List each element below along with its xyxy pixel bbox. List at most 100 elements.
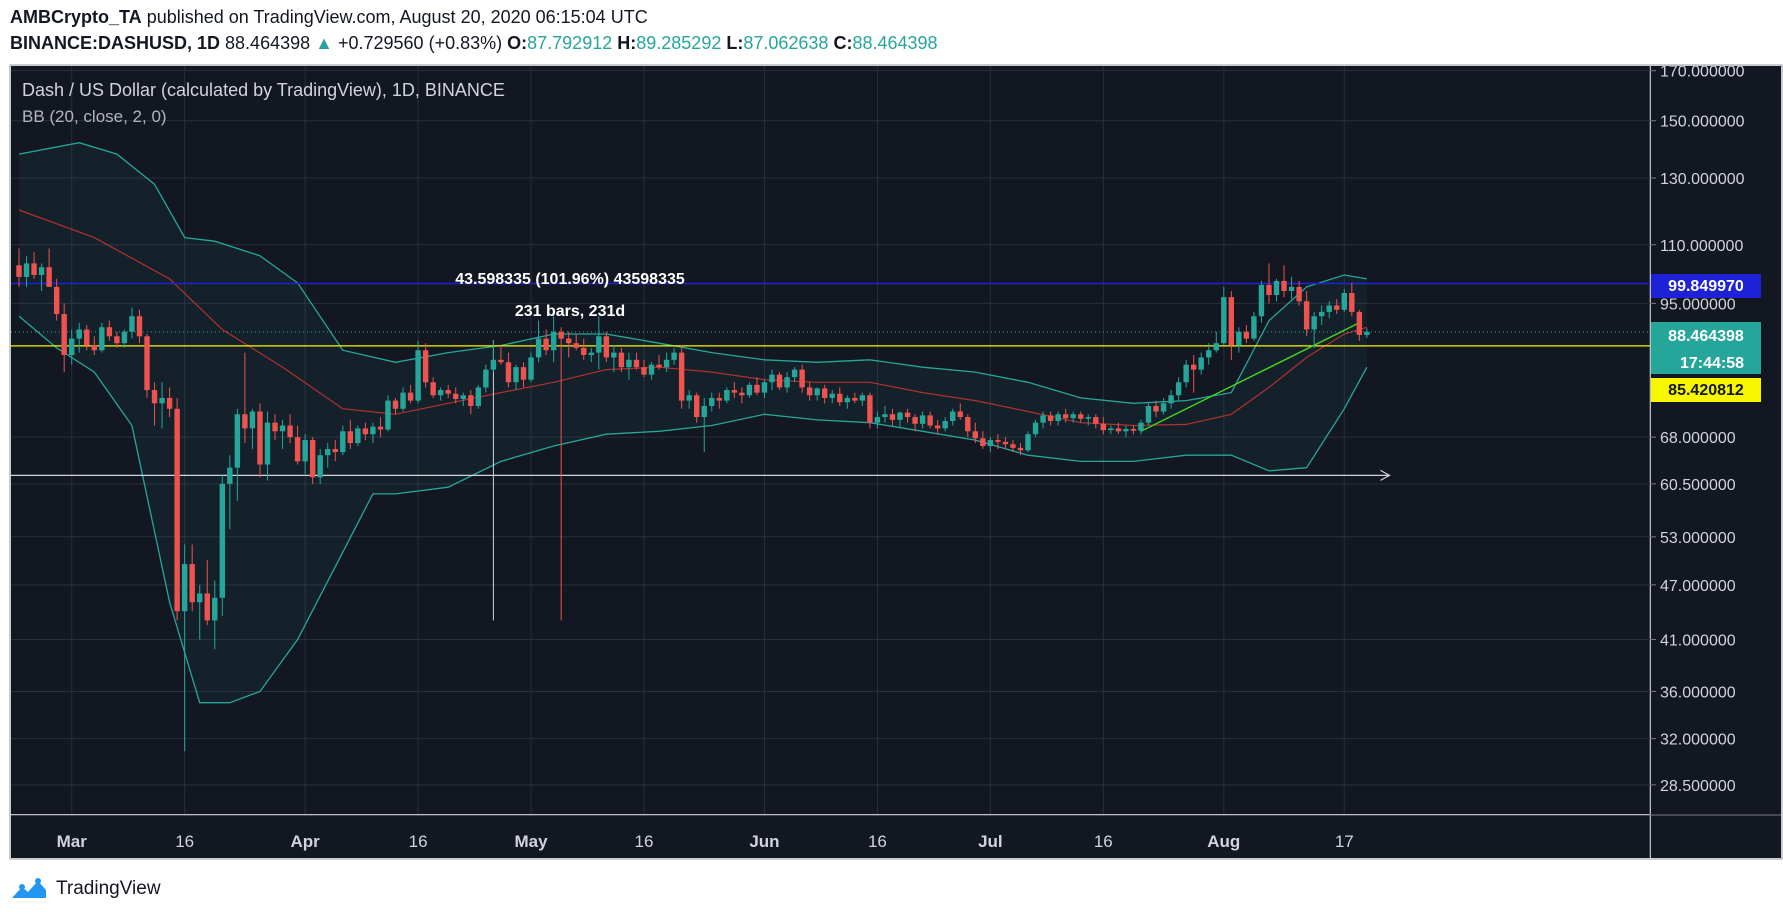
candle-body: [694, 395, 700, 418]
candle-body: [1138, 422, 1144, 431]
candle-body: [927, 415, 933, 426]
candle: [1221, 286, 1227, 346]
candle: [618, 347, 625, 373]
candle: [355, 425, 361, 447]
candle: [1311, 311, 1317, 348]
candle-body: [1168, 395, 1174, 404]
candle-body: [648, 364, 655, 375]
candle: [453, 387, 459, 404]
time-tick-label: Jun: [749, 832, 779, 851]
candle: [76, 322, 82, 353]
candle: [701, 397, 707, 453]
price-tick-label: 130.000000: [1660, 171, 1745, 188]
candle-body: [91, 345, 97, 351]
candle: [535, 320, 542, 363]
candle-body: [1251, 316, 1257, 339]
candle: [1085, 414, 1091, 426]
candle-body: [550, 331, 557, 351]
candle-body: [754, 384, 760, 393]
candle-body: [663, 359, 670, 368]
price-tick-label: 36.000000: [1660, 684, 1736, 701]
candle-body: [603, 336, 610, 358]
candle: [1138, 419, 1144, 435]
candle: [249, 408, 256, 450]
candle: [159, 382, 165, 429]
plot-background: [11, 66, 1650, 814]
candle: [460, 392, 466, 407]
candle-body: [317, 455, 323, 478]
candle-body: [919, 415, 926, 424]
candle-body: [950, 411, 956, 421]
candle: [724, 387, 730, 404]
candle: [1296, 280, 1302, 306]
candle: [656, 355, 662, 370]
candle: [611, 345, 617, 373]
candle: [377, 417, 384, 438]
indicator-legend[interactable]: BB (20, close, 2, 0): [22, 107, 167, 126]
candle: [1318, 305, 1325, 326]
candle-body: [1145, 406, 1152, 423]
candle: [1093, 414, 1099, 429]
candle: [204, 560, 210, 626]
candle: [445, 384, 451, 398]
countdown-label: 17:44:58: [1680, 355, 1744, 372]
candle: [287, 414, 293, 444]
candle: [362, 422, 369, 441]
tradingview-footer[interactable]: TradingView: [10, 874, 161, 904]
support-tag-label: 85.420812: [1668, 382, 1744, 399]
candle-body: [513, 367, 519, 383]
candle: [837, 387, 843, 407]
candle-body: [69, 338, 75, 356]
time-tick-label: Apr: [290, 832, 320, 851]
candle: [694, 392, 700, 423]
candle: [784, 372, 790, 393]
candle: [400, 387, 406, 412]
candle: [407, 384, 414, 404]
candle-body: [1153, 406, 1159, 412]
candle: [1364, 328, 1370, 339]
candle-body: [1047, 415, 1054, 421]
candle: [415, 340, 421, 404]
high-label: H:: [617, 33, 637, 53]
chart-title: Dash / US Dollar (calculated by TradingV…: [22, 80, 505, 100]
open-label: O:: [507, 33, 528, 53]
price-axis[interactable]: 170.000000 150.000000 130.000000 110.000000…: [1650, 64, 1745, 795]
candle-body: [407, 392, 414, 401]
last-price: 88.464398: [225, 33, 311, 53]
candle-body: [121, 331, 128, 344]
candle-body: [1326, 305, 1332, 312]
time-axis[interactable]: Mar 16 Apr 16 May 16 Jun 16 Jul 16 Aug 17: [57, 832, 1354, 851]
candle: [678, 345, 685, 409]
measure-label-bars: 231 bars, 231d: [515, 303, 625, 320]
chart-frame: [9, 64, 1783, 860]
candle: [1078, 411, 1084, 423]
candle: [1326, 301, 1332, 319]
candle-body: [739, 392, 745, 396]
candle-body: [1062, 414, 1069, 419]
candle: [121, 329, 128, 348]
candle-body: [430, 382, 436, 396]
candle-body: [272, 422, 278, 432]
candle-body: [460, 395, 466, 400]
candle: [671, 347, 677, 365]
candle: [483, 364, 489, 393]
candle-body: [701, 406, 707, 418]
candle-body: [174, 408, 180, 612]
time-tick-label: 16: [868, 832, 887, 851]
candle: [1183, 359, 1189, 388]
author-name[interactable]: AMBCrypto_TA: [10, 7, 142, 27]
candle: [1108, 425, 1114, 435]
candle-body: [212, 597, 218, 621]
candle: [874, 411, 881, 429]
candle: [543, 329, 549, 356]
candle-body: [1288, 286, 1295, 291]
candle: [279, 419, 286, 450]
candle-body: [558, 331, 564, 339]
candle-body: [498, 359, 504, 363]
candle: [1213, 331, 1219, 353]
tradingview-logo-icon: [12, 878, 46, 898]
candle-body: [987, 440, 994, 447]
candle: [581, 338, 587, 360]
candle: [332, 440, 338, 462]
